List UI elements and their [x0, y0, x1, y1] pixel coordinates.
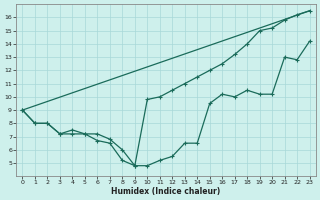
X-axis label: Humidex (Indice chaleur): Humidex (Indice chaleur)	[111, 187, 221, 196]
